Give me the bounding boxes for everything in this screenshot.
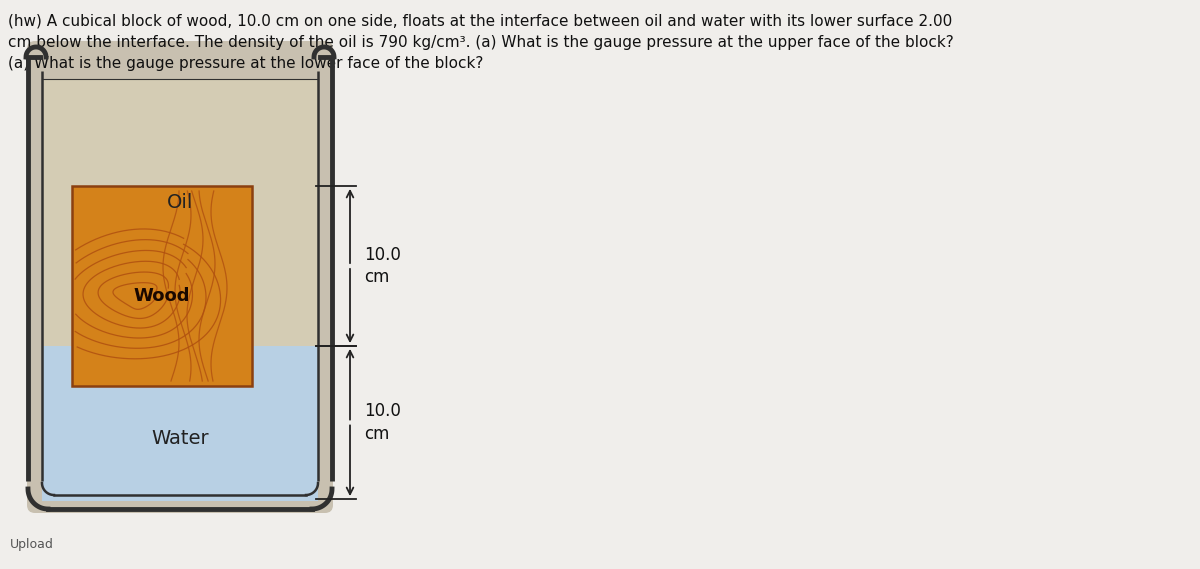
Bar: [72, 186, 252, 386]
Text: Wood: Wood: [133, 287, 191, 305]
Text: Oil: Oil: [167, 193, 193, 212]
FancyBboxPatch shape: [28, 41, 334, 513]
Text: 10.0
cm: 10.0 cm: [364, 246, 401, 286]
Bar: [42, 79, 318, 346]
Text: (hw) A cubical block of wood, 10.0 cm on one side, floats at the interface betwe: (hw) A cubical block of wood, 10.0 cm on…: [8, 13, 954, 71]
Bar: [42, 346, 318, 501]
Text: Upload: Upload: [10, 538, 54, 551]
Text: 10.0
cm: 10.0 cm: [364, 402, 401, 443]
Text: Water: Water: [151, 429, 209, 448]
